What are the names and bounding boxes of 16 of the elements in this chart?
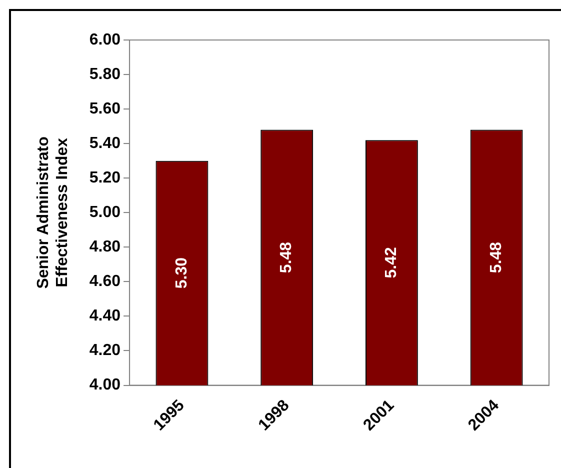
y-tick-label: 5.40 (89, 134, 121, 152)
data-label: 5.30 (173, 257, 190, 289)
y-tick-label: 5.80 (89, 66, 121, 83)
y-tick-label: 4.20 (89, 342, 121, 360)
y-tick-label: 5.60 (89, 100, 121, 118)
y-tick-label: 4.80 (89, 238, 121, 256)
y-tick-label: 4.60 (89, 273, 121, 290)
data-label: 5.48 (488, 242, 505, 274)
y-tick-label: 4.00 (89, 376, 121, 394)
data-label: 5.42 (383, 247, 400, 278)
y-axis-title: Senior Administrato Effectiveness Index (35, 136, 72, 289)
y-tick-label: 4.40 (89, 308, 121, 325)
data-label: 5.48 (278, 242, 296, 274)
y-tick-label: 6.00 (89, 31, 121, 48)
y-tick-label: 5.20 (89, 170, 121, 187)
y-tick-label: 5.00 (89, 204, 121, 222)
